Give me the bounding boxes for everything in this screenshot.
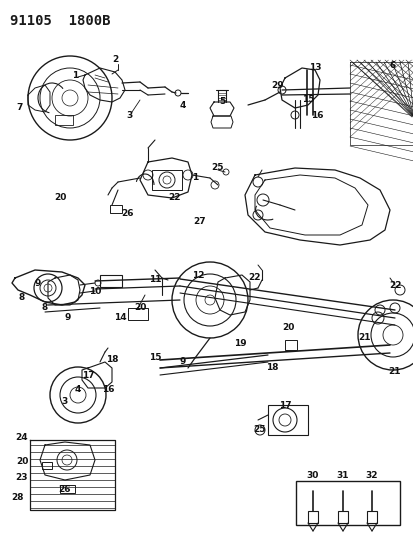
Text: 15: 15 bbox=[301, 95, 313, 104]
Text: 24: 24 bbox=[16, 432, 28, 441]
Text: 26: 26 bbox=[59, 486, 71, 495]
Text: 32: 32 bbox=[365, 472, 377, 481]
Text: 21: 21 bbox=[388, 367, 400, 376]
Bar bbox=[366, 511, 376, 523]
Text: 18: 18 bbox=[265, 364, 278, 373]
Bar bbox=[128, 308, 147, 320]
Bar bbox=[42, 462, 52, 469]
Text: 3: 3 bbox=[126, 110, 133, 119]
Text: 6: 6 bbox=[389, 61, 395, 69]
Text: 15: 15 bbox=[148, 353, 161, 362]
Text: 22: 22 bbox=[389, 280, 401, 289]
Text: 16: 16 bbox=[310, 110, 323, 119]
Text: 19: 19 bbox=[233, 338, 246, 348]
Text: 17: 17 bbox=[81, 370, 94, 379]
Text: 23: 23 bbox=[16, 472, 28, 481]
Text: 20: 20 bbox=[54, 193, 66, 203]
Text: 1: 1 bbox=[191, 174, 198, 182]
Text: 14: 14 bbox=[114, 313, 126, 322]
Text: 4: 4 bbox=[179, 101, 186, 109]
Bar bbox=[337, 511, 347, 523]
Text: 27: 27 bbox=[193, 217, 206, 227]
Text: 10: 10 bbox=[89, 287, 101, 296]
Text: 22: 22 bbox=[169, 193, 181, 203]
Bar bbox=[100, 275, 122, 287]
Text: 5: 5 bbox=[218, 98, 225, 107]
Text: 13: 13 bbox=[308, 63, 320, 72]
Text: 11: 11 bbox=[148, 276, 161, 285]
Text: 20: 20 bbox=[16, 457, 28, 466]
Text: 3: 3 bbox=[62, 398, 68, 407]
Text: 25: 25 bbox=[211, 164, 224, 173]
Bar bbox=[110, 205, 122, 213]
Text: 28: 28 bbox=[12, 492, 24, 502]
Text: 17: 17 bbox=[278, 400, 291, 409]
Text: 26: 26 bbox=[121, 208, 134, 217]
Text: 22: 22 bbox=[248, 273, 261, 282]
Text: 8: 8 bbox=[19, 294, 25, 303]
Text: 25: 25 bbox=[253, 425, 266, 434]
Text: 16: 16 bbox=[102, 385, 114, 394]
Text: 91105  1800B: 91105 1800B bbox=[10, 14, 110, 28]
Bar bbox=[152, 170, 182, 190]
Bar bbox=[55, 115, 73, 125]
Text: 29: 29 bbox=[271, 80, 284, 90]
Text: 1: 1 bbox=[72, 70, 78, 79]
Text: 20: 20 bbox=[133, 303, 146, 312]
Text: 31: 31 bbox=[336, 472, 349, 481]
Text: 30: 30 bbox=[306, 472, 318, 481]
Text: 9: 9 bbox=[35, 279, 41, 287]
Bar bbox=[307, 511, 317, 523]
Bar bbox=[60, 485, 75, 493]
Text: 12: 12 bbox=[191, 271, 204, 279]
Text: 8: 8 bbox=[42, 303, 48, 312]
Text: 2: 2 bbox=[112, 55, 118, 64]
Text: 18: 18 bbox=[105, 356, 118, 365]
Bar bbox=[284, 340, 296, 350]
Text: 4: 4 bbox=[75, 385, 81, 394]
Text: 21: 21 bbox=[358, 334, 370, 343]
Text: 7: 7 bbox=[17, 103, 23, 112]
Text: 9: 9 bbox=[179, 358, 186, 367]
Bar bbox=[295, 481, 399, 525]
Text: 20: 20 bbox=[281, 324, 294, 333]
Text: 9: 9 bbox=[65, 312, 71, 321]
Bar bbox=[267, 405, 307, 435]
